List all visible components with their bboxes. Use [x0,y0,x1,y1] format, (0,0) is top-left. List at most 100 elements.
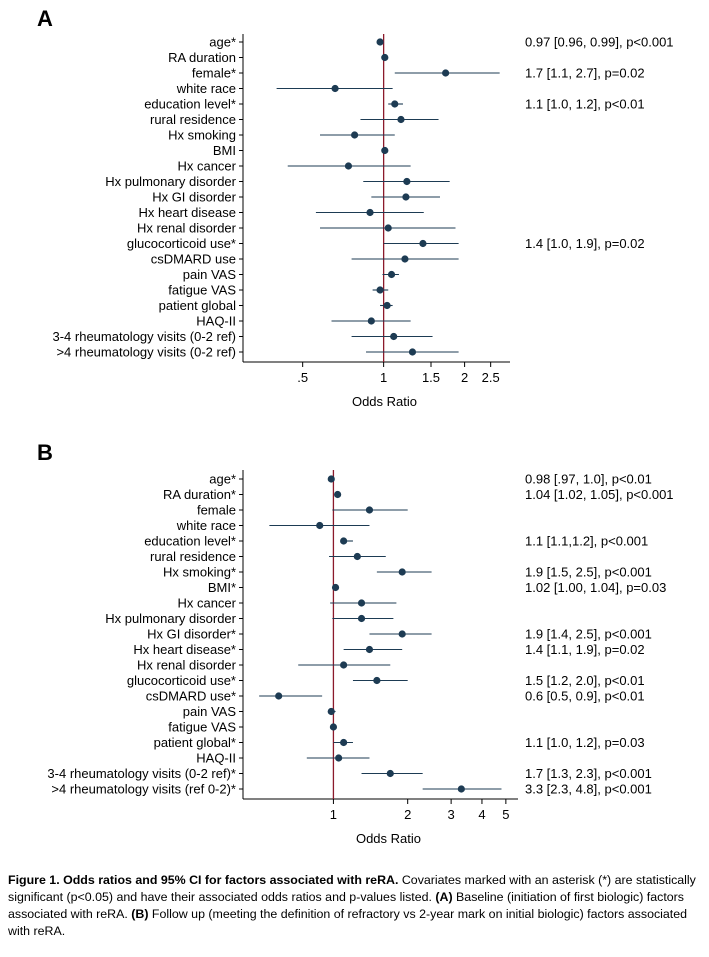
forest-row: rural residence [150,112,439,127]
forest-row: Hx renal disorder [137,658,391,673]
forest-row: RA duration* 1.04 [1.02, 1.05], p<0.001 [163,487,674,502]
odds-ratio-point [390,332,398,341]
forest-row: HAQ-II [196,751,370,766]
panel-letter: B [37,440,53,465]
forest-row: female* 1.7 [1.1, 2.7], p=0.02 [192,66,645,81]
odds-ratio-point [403,177,411,186]
odds-ratio-point [442,69,450,77]
odds-ratio-point [351,131,359,139]
forest-row: csDMARD use [151,252,459,267]
forest-row: female [197,503,408,518]
x-tick-label: 4 [478,807,485,822]
forest-row: white race [176,518,370,533]
forest-row: >4 rheumatology visits (ref 0-2)* 3.3 [2.… [51,782,651,797]
odds-ratio-point [365,645,374,654]
row-label: female* [192,66,236,81]
odds-ratio-point [340,661,348,669]
forest-row: fatigue VAS [168,283,389,298]
odds-ratio-point [331,583,340,592]
row-label: Hx heart disease [138,205,236,220]
odds-ratio-point [384,224,392,232]
forest-row: age* 0.97 [0.96, 0.99], p<0.001 [209,35,673,50]
forest-row: pain VAS [183,267,399,282]
significance-annotation: 1.4 [1.1, 1.9], p=0.02 [525,642,645,657]
odds-ratio-point [275,692,283,700]
row-label: 3-4 rheumatology visits (0-2 ref)* [47,766,236,781]
forest-row: Hx heart disease [138,205,424,220]
forest-row: Hx smoking [168,128,395,143]
x-axis-label: Odds Ratio [356,831,421,846]
significance-annotation: 3.3 [2.3, 4.8], p<0.001 [525,782,652,797]
row-label: white race [176,81,236,96]
row-label: 3-4 rheumatology visits (0-2 ref) [52,329,236,344]
row-label: csDMARD use* [146,689,236,704]
odds-ratio-point [366,208,374,217]
significance-annotation: 1.9 [1.5, 2.5], p<0.001 [525,565,652,580]
forest-row: glucocorticoid use* 1.5 [1.2, 2.0], p<0.0… [127,673,645,688]
row-label: BMI [213,143,236,158]
significance-annotation: 1.04 [1.02, 1.05], p<0.001 [525,487,674,502]
forest-row: RA duration [168,50,389,65]
forest-row: Hx GI disorder [152,190,440,205]
odds-ratio-point [397,115,405,124]
forest-row: 3-4 rheumatology visits (0-2 ref)* 1.7 [1… [47,766,651,781]
significance-annotation: 1.9 [1.4, 2.5], p<0.001 [525,627,652,642]
row-label: Hx renal disorder [137,658,237,673]
row-label: HAQ-II [196,751,236,766]
row-label: age* [209,35,236,50]
significance-annotation: 1.1 [1.0, 1.2], p<0.01 [525,97,645,112]
significance-annotation: 1.4 [1.0, 1.9], p=0.02 [525,236,645,251]
caption-b-text: Follow up (meeting the definition of ref… [8,907,688,938]
x-tick-label: 3 [448,807,455,822]
row-label: >4 rheumatology visits (ref 0-2)* [51,782,236,797]
forest-row: 3-4 rheumatology visits (0-2 ref) [52,329,433,344]
forest-row: HAQ-II [196,314,411,329]
odds-ratio-point [381,53,389,62]
forest-row: age* 0.98 [.97, 1.0], p<0.01 [209,472,652,487]
significance-annotation: 1.02 [1.00, 1.04], p=0.03 [525,580,666,595]
significance-annotation: 0.6 [0.5, 0.9], p<0.01 [525,689,645,704]
row-label: education level* [144,97,236,112]
row-label: Hx GI disorder [152,190,236,205]
odds-ratio-point [329,723,338,731]
odds-ratio-point [457,785,465,793]
row-label: Hx renal disorder [137,221,237,236]
forest-row: glucocorticoid use* 1.4 [1.0, 1.9], p=0.0… [127,236,645,251]
x-tick-label: .5 [297,370,308,385]
caption-text: Covariates marked with an asterisk (*) a… [8,873,696,904]
row-label: Hx pulmonary disorder [105,174,236,189]
significance-annotation: 1.1 [1.0, 1.2], p=0.03 [525,735,645,750]
odds-ratio-point [408,348,417,356]
x-tick-label: 1 [380,370,387,385]
odds-ratio-point [391,100,399,108]
row-label: patient global [159,298,236,313]
odds-ratio-point [402,193,410,201]
odds-ratio-point [316,521,324,530]
odds-ratio-point [327,707,335,716]
odds-ratio-point [331,84,339,93]
row-label: patient global* [154,735,236,750]
row-label: glucocorticoid use* [127,236,236,251]
row-label: Hx smoking* [163,565,236,580]
x-tick-label: 1.5 [422,370,440,385]
forest-row: csDMARD use* 0.6 [0.5, 0.9], p<0.01 [146,689,645,704]
panel-b: B 1 2 3 4 5 Odds Ratio age* 0.98 [.97, 1.0], p<0… [37,440,674,846]
caption-a-label: (A) [435,890,453,904]
odds-ratio-point [353,552,361,561]
row-label: Hx cancer [177,596,236,611]
row-label: white race [176,518,236,533]
forest-row: >4 rheumatology visits (0-2 ref) [56,345,459,360]
odds-ratio-point [340,738,348,747]
row-label: rural residence [150,112,236,127]
significance-annotation: 0.97 [0.96, 0.99], p<0.001 [525,35,674,50]
odds-ratio-point [373,676,381,685]
odds-ratio-point [357,599,366,607]
significance-annotation: 1.7 [1.1, 2.7], p=0.02 [525,66,645,81]
significance-annotation: 1.1 [1.1,1.2], p<0.001 [525,534,648,549]
forest-row: Hx cancer [177,596,397,611]
row-label: csDMARD use [151,252,236,267]
forest-row: patient global [159,298,393,313]
row-label: education level* [144,534,236,549]
x-tick-label: 2 [461,370,468,385]
odds-ratio-point [398,630,406,638]
